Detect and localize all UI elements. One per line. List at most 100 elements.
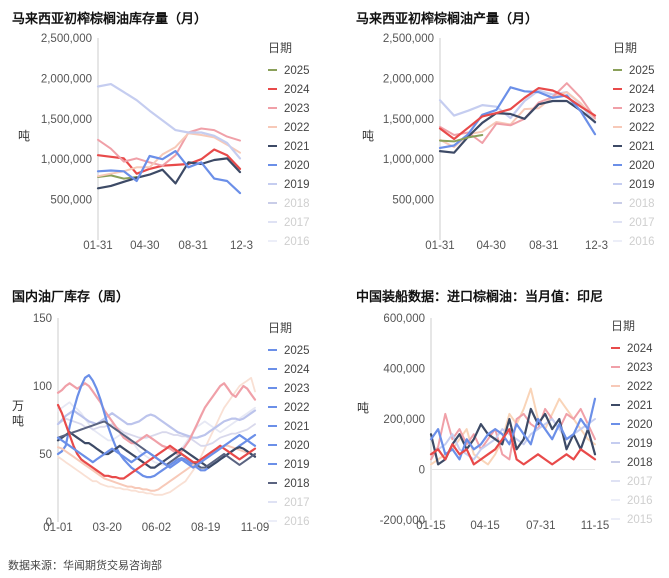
legend-item-2016[interactable]: 2016	[284, 516, 310, 528]
series-line-2024	[429, 428, 597, 466]
legend-item-2021[interactable]: 2021	[284, 421, 310, 433]
legend-item-2019[interactable]: 2019	[284, 459, 310, 471]
y-axis-label: 吨	[362, 129, 374, 143]
y-tick-label: 500,000	[50, 195, 92, 207]
legend-item-2023[interactable]: 2023	[627, 362, 653, 374]
legend-item-2020[interactable]: 2020	[627, 419, 653, 431]
series-line-2021	[96, 157, 242, 190]
x-tick-label: 08-19	[191, 522, 220, 534]
x-tick-label: 04-15	[470, 520, 499, 532]
x-tick-label: 08-31	[529, 240, 558, 252]
chart-title: 国内油厂库存（周）	[12, 290, 130, 305]
legend-item-2021[interactable]: 2021	[284, 141, 310, 153]
legend-item-2025[interactable]: 2025	[284, 65, 310, 77]
y-tick-label: 2,000,000	[41, 73, 92, 85]
y-tick-label: 1,500,000	[383, 114, 434, 126]
series-line-2019	[56, 409, 257, 439]
series-line-2023	[56, 382, 257, 456]
legend-item-2017[interactable]: 2017	[627, 476, 653, 488]
series-line-2021	[56, 431, 257, 469]
legend-item-2017[interactable]: 2017	[629, 217, 655, 229]
y-axis-label: 吨	[12, 414, 24, 428]
x-tick-label: 04-30	[476, 240, 505, 252]
legend-title: 日期	[611, 319, 635, 333]
legend-item-2023[interactable]: 2023	[284, 103, 310, 115]
chart-panel-4: 中国装船数据：进口棕榈油：当月值：印尼 600,000 400,000 200,00…	[345, 280, 669, 552]
legend-item-2022[interactable]: 2022	[284, 402, 310, 414]
legend-item-2024[interactable]: 2024	[629, 84, 655, 96]
x-tick-label: 11-15	[581, 520, 610, 532]
chart-panel-2: 马来西亚初榨棕榈油产量（月） 2,500,000 2,000,000 1,500,0…	[345, 0, 669, 280]
y-tick-label: 1,500,000	[41, 114, 92, 126]
legend-item-2022[interactable]: 2022	[284, 122, 310, 134]
series-line-2022	[57, 444, 256, 492]
chart-panel-1: 马来西亚初榨棕榈油库存量（月） 2,500,000 2,000,000 1,500,…	[0, 0, 334, 280]
y-tick-label: 50	[39, 449, 52, 461]
legend-item-2017[interactable]: 2017	[284, 497, 310, 509]
legend-item-2019[interactable]: 2019	[629, 179, 655, 191]
y-tick-label: 500,000	[392, 195, 434, 207]
legend-item-2018[interactable]: 2018	[627, 457, 653, 469]
legend-title: 日期	[268, 41, 292, 55]
legend-item-2019[interactable]: 2019	[627, 438, 653, 450]
y-tick-label: 100	[33, 381, 52, 393]
x-tick-label: 07-31	[526, 520, 555, 532]
series-line-2025	[439, 134, 484, 143]
series-line-2024	[438, 86, 597, 141]
legend-item-2024[interactable]: 2024	[284, 364, 310, 376]
chart-svg: 150 100 50 0 万吨 01-01 03-20 06-02 08-19 11-09 日期 20…	[12, 313, 310, 534]
legend-item-2024[interactable]: 2024	[284, 84, 310, 96]
legend-item-2018[interactable]: 2018	[284, 478, 310, 490]
chart-svg: 600,000 400,000 200,000 0 -200,000 吨 01-15 04-1…	[357, 313, 653, 532]
chart-panel-3: 国内油厂库存（周） 150 100 50 0 万吨 01-01 03-20 06-02 08-1…	[0, 280, 334, 552]
series-line-2017	[57, 376, 256, 496]
legend-item-2016[interactable]: 2016	[284, 236, 310, 248]
x-tick-label: 11-09	[241, 522, 270, 534]
chart-svg: 2,500,000 2,000,000 1,500,000 1,000,000 500,…	[18, 33, 310, 252]
legend-item-2022[interactable]: 2022	[629, 122, 655, 134]
y-tick-label: 600,000	[383, 313, 425, 325]
source-note: 数据来源：华闻期货交易咨询部	[8, 559, 162, 572]
legend-item-2025[interactable]: 2025	[284, 345, 310, 357]
series-line-2021	[438, 99, 597, 154]
y-tick-label: 2,500,000	[383, 33, 434, 45]
legend-item-2024[interactable]: 2024	[627, 343, 653, 355]
y-tick-label: 400,000	[383, 364, 425, 376]
legend-item-2020[interactable]: 2020	[284, 440, 310, 452]
series-line-2018	[57, 417, 256, 447]
y-tick-label: 1,000,000	[383, 154, 434, 166]
legend-item-2025[interactable]: 2025	[629, 65, 655, 77]
y-axis-label: 万	[12, 399, 24, 413]
legend-item-2021[interactable]: 2021	[629, 141, 655, 153]
chart-title: 中国装船数据：进口棕榈油：当月值：印尼	[356, 290, 604, 305]
chart-title: 马来西亚初榨棕榈油库存量（月）	[12, 12, 208, 27]
legend-item-2019[interactable]: 2019	[284, 179, 310, 191]
series-line-2020	[429, 397, 597, 461]
legend-title: 日期	[613, 41, 637, 55]
x-tick-label: 04-30	[130, 240, 159, 252]
series-line-2019	[96, 82, 242, 160]
legend-item-2016[interactable]: 2016	[629, 236, 655, 248]
legend-item-2022[interactable]: 2022	[627, 381, 653, 393]
legend-item-2020[interactable]: 2020	[284, 160, 310, 172]
legend-item-2016[interactable]: 2016	[627, 495, 653, 507]
legend-item-2018[interactable]: 2018	[629, 198, 655, 210]
legend-item-2015[interactable]: 2015	[627, 514, 653, 526]
x-tick-label: 08-31	[178, 240, 207, 252]
legend-item-2021[interactable]: 2021	[627, 400, 653, 412]
legend-item-2020[interactable]: 2020	[629, 160, 655, 172]
x-tick-label: 01-31	[83, 240, 112, 252]
series-line-2020	[96, 150, 242, 195]
legend-item-2023[interactable]: 2023	[629, 103, 655, 115]
chart-svg: 2,500,000 2,000,000 1,500,000 1,000,000 500,…	[362, 33, 655, 252]
series-line-2023	[97, 127, 241, 167]
y-tick-label: 150	[33, 313, 52, 325]
legend-item-2023[interactable]: 2023	[284, 383, 310, 395]
x-tick-label: 06-02	[142, 522, 171, 534]
legend-item-2018[interactable]: 2018	[284, 198, 310, 210]
y-tick-label: 0	[46, 517, 52, 529]
series-line-2023	[430, 407, 596, 461]
legend-item-2017[interactable]: 2017	[284, 217, 310, 229]
y-axis-label: 吨	[18, 129, 30, 143]
y-tick-label: 2,000,000	[383, 73, 434, 85]
